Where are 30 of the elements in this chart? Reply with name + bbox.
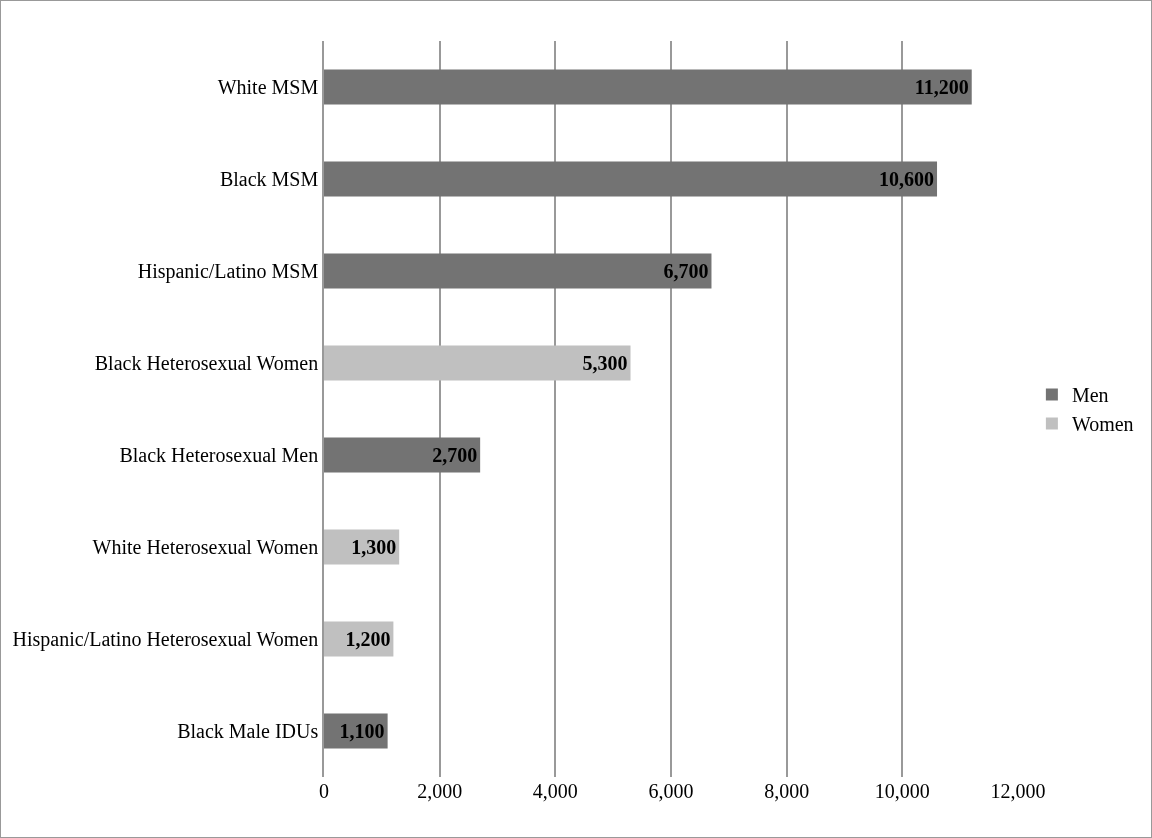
legend-label: Women — [1071, 413, 1134, 436]
x-tick-label: 4,000 — [532, 780, 578, 802]
data-label: 1,100 — [339, 720, 385, 742]
y-tick-label: Hispanic/Latino MSM — [137, 260, 319, 283]
x-tick-label: 2,000 — [417, 780, 463, 802]
y-tick-label: Black MSM — [219, 168, 319, 190]
x-tick-label: 0 — [319, 780, 329, 802]
x-tick-label: 6,000 — [648, 780, 694, 802]
bar — [324, 253, 712, 289]
bar — [324, 437, 481, 473]
data-label: 2,700 — [432, 444, 478, 466]
data-label: 6,700 — [663, 260, 709, 282]
legend-label: Men — [1071, 384, 1109, 407]
x-tick-label: 12,000 — [990, 780, 1046, 802]
y-tick-label: Black Male IDUs — [177, 720, 319, 742]
y-tick-label: White MSM — [217, 76, 319, 98]
bar — [324, 345, 631, 381]
data-label: 1,300 — [351, 536, 397, 558]
y-tick-label: Black Heterosexual Men — [119, 444, 319, 466]
y-tick-label: White Heterosexual Women — [92, 536, 319, 558]
bar — [324, 69, 972, 105]
y-tick-label: Hispanic/Latino Heterosexual Women — [12, 628, 319, 651]
y-tick-label: Black Heterosexual Women — [94, 352, 319, 374]
data-label: 5,300 — [582, 352, 628, 374]
data-label: 10,600 — [879, 168, 935, 190]
x-tick-label: 8,000 — [764, 780, 810, 802]
bar — [324, 161, 938, 197]
x-tick-label: 10,000 — [874, 780, 930, 802]
data-label: 1,200 — [345, 628, 391, 650]
data-label: 11,200 — [914, 76, 969, 98]
